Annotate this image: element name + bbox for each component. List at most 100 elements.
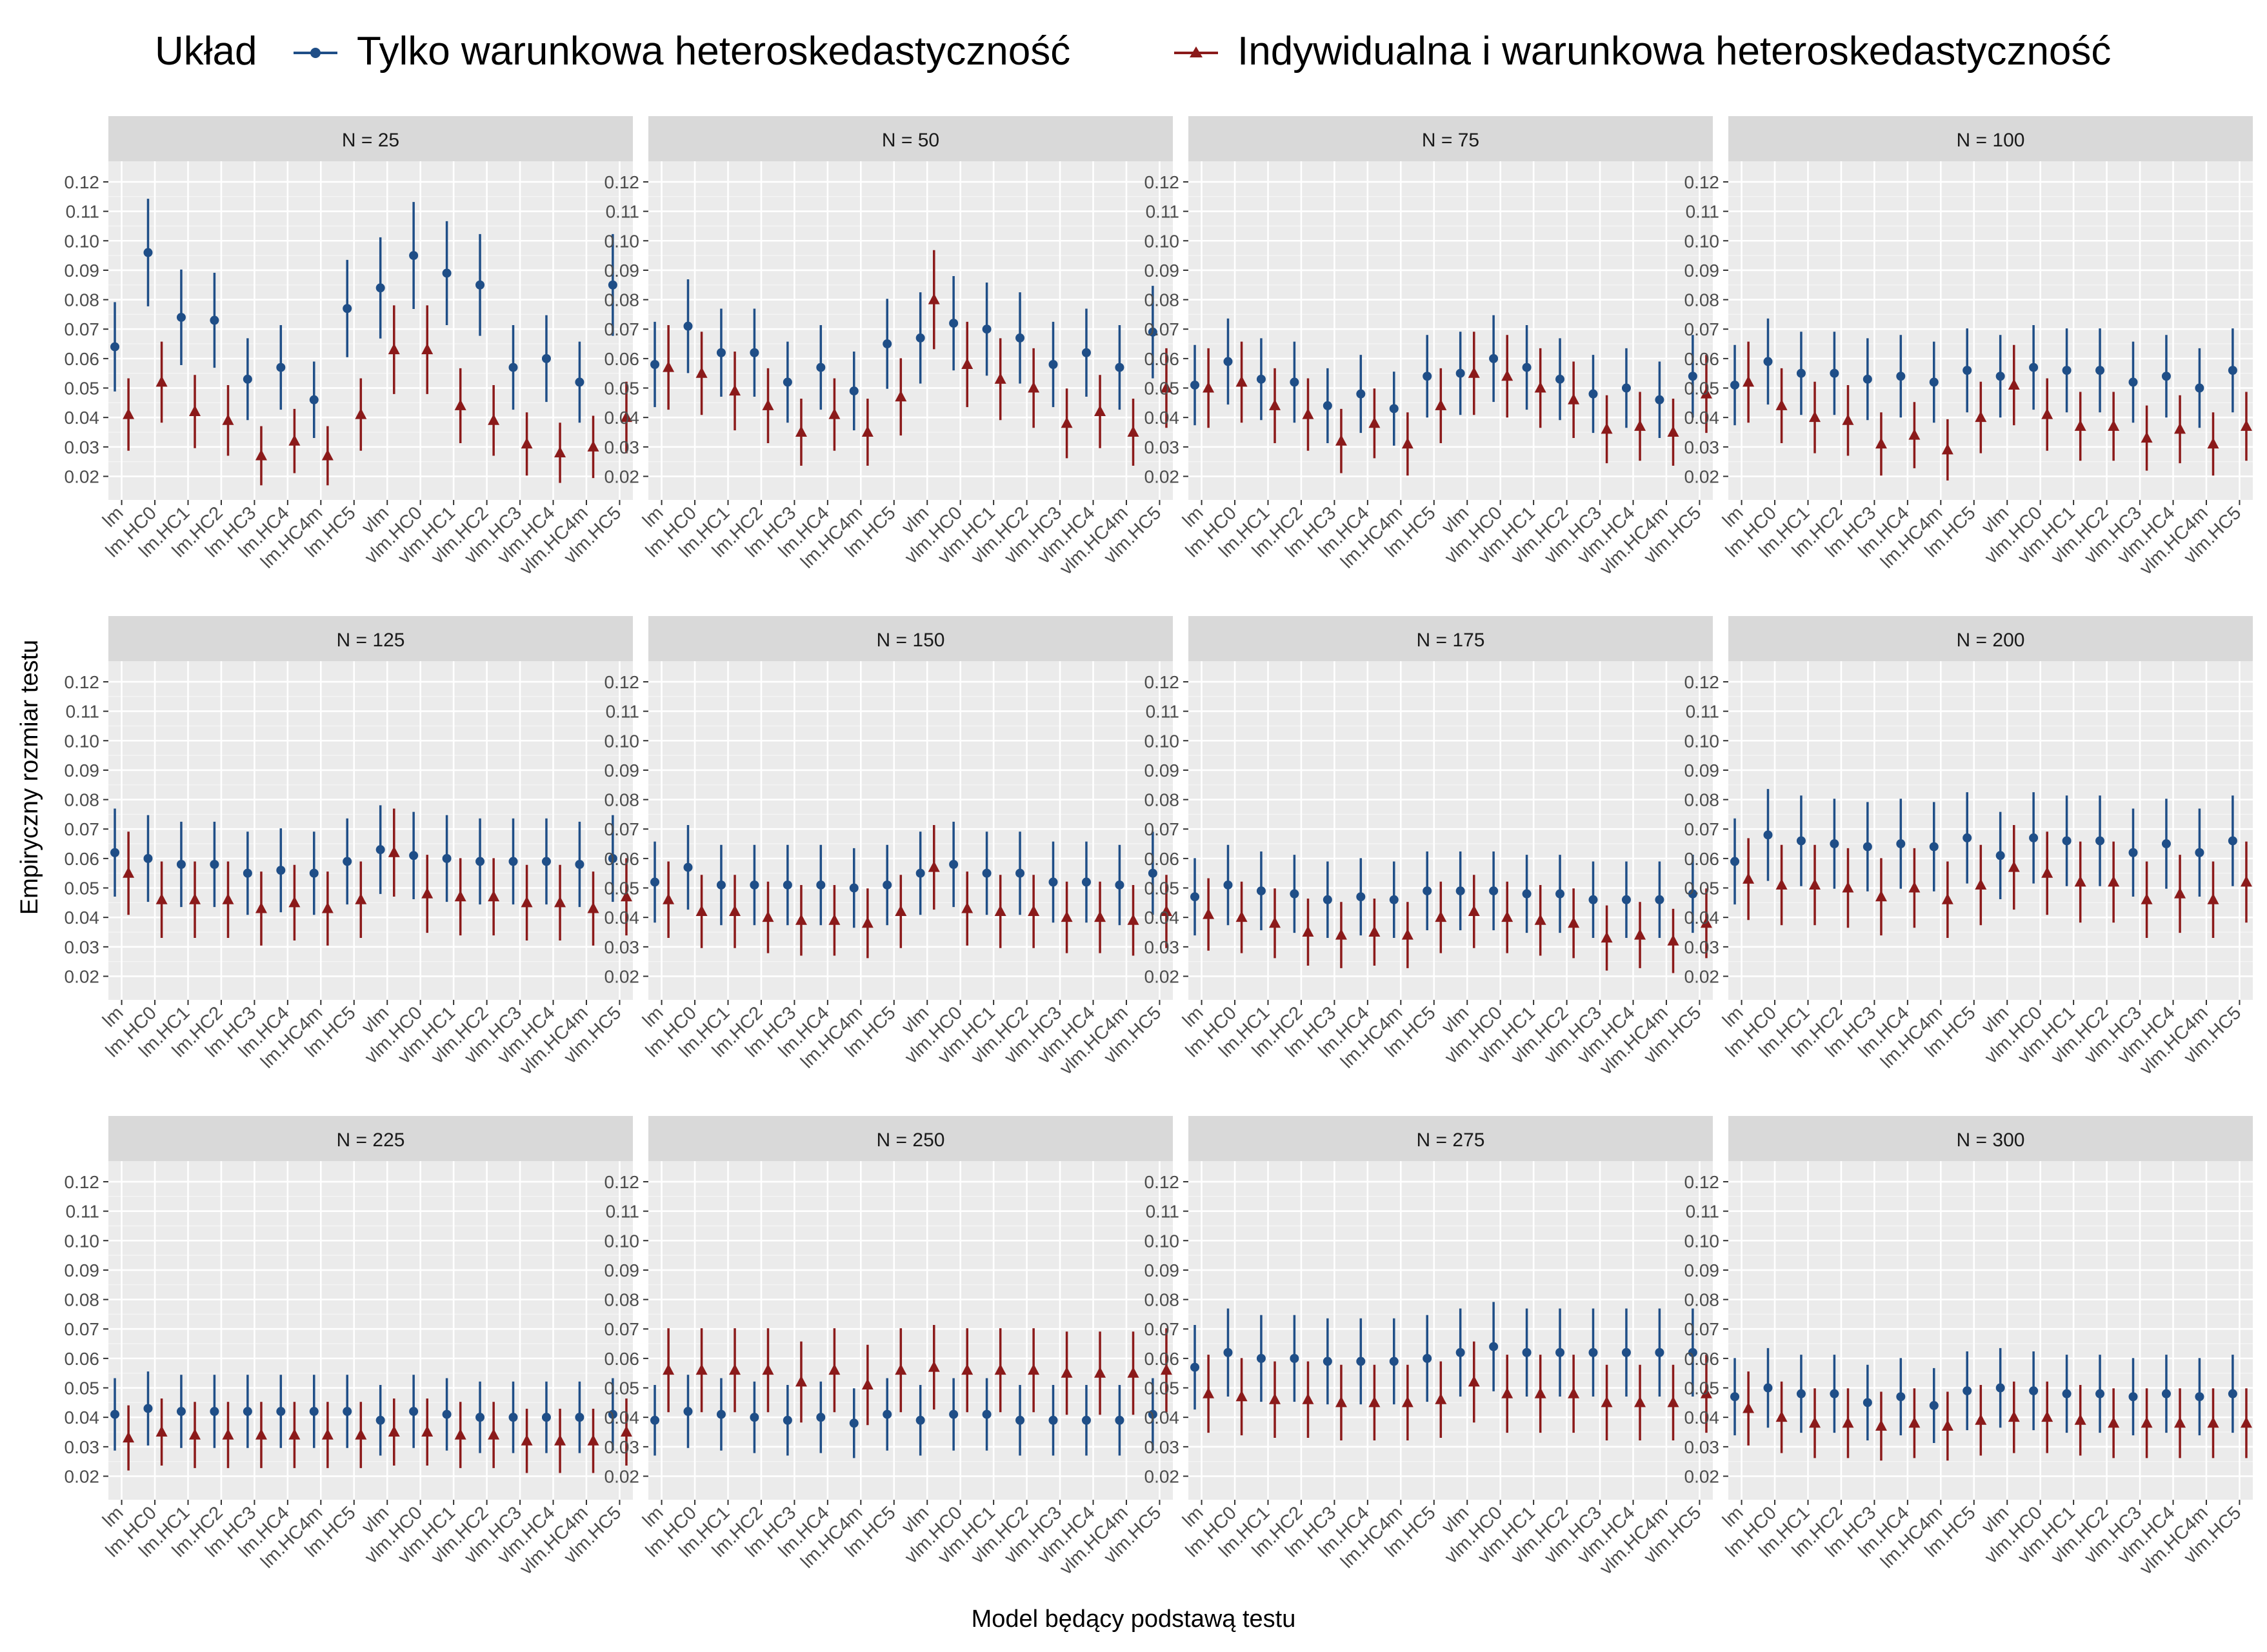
y-tick-label: 0.07 [1144, 819, 1180, 839]
y-tick-label: 0.06 [1684, 849, 1720, 869]
point-blue [2095, 1389, 2105, 1398]
y-tick-label: 0.11 [1686, 702, 1719, 722]
point-blue [2128, 848, 2138, 857]
y-tick-label: 0.03 [1684, 937, 1720, 957]
y-tick-label: 0.07 [1684, 1319, 1720, 1339]
y-tick-label: 0.09 [1684, 261, 1720, 281]
series-blue [1190, 315, 1697, 446]
point-red [587, 902, 599, 913]
point-blue [1389, 1357, 1399, 1366]
point-blue [849, 386, 859, 396]
y-tick-label: 0.03 [1684, 437, 1720, 457]
point-blue [2062, 836, 2072, 846]
series-blue [1190, 1302, 1697, 1410]
point-blue [783, 1415, 792, 1425]
y-tick-label: 0.08 [604, 1290, 640, 1310]
point-red [321, 1428, 334, 1440]
point-blue [1290, 1353, 1299, 1363]
point-blue [442, 1409, 452, 1419]
point-red [2240, 1417, 2252, 1428]
point-blue [1796, 1389, 1806, 1398]
y-tick-label: 0.07 [1144, 1319, 1180, 1339]
point-blue [2161, 1389, 2171, 1398]
point-blue [915, 1415, 925, 1425]
point-red [1302, 1393, 1314, 1404]
point-red [1368, 417, 1381, 428]
y-tick-label: 0.10 [65, 231, 100, 251]
point-blue [2062, 366, 2072, 375]
point-blue [1962, 1386, 1972, 1396]
point-red [421, 887, 434, 899]
point-blue [2062, 1389, 2072, 1398]
y-tick-label: 0.10 [1144, 731, 1180, 751]
legend-label: Indywidualna i warunkowa heteroskedastyc… [1237, 29, 2111, 74]
point-red [1235, 1390, 1248, 1402]
point-red [155, 893, 168, 904]
series-red [663, 1324, 1172, 1426]
point-red [1094, 911, 1106, 922]
point-red [222, 1428, 234, 1440]
y-tick-label: 0.11 [606, 1202, 639, 1222]
y-tick-label: 0.03 [65, 437, 100, 457]
point-blue [276, 1407, 286, 1417]
point-red [928, 1360, 940, 1372]
series-red [1203, 875, 1712, 973]
point-red [1875, 437, 1887, 449]
y-tick-label: 0.04 [1144, 1408, 1180, 1428]
point-blue [650, 360, 660, 369]
point-red [861, 917, 874, 928]
point-blue [1190, 892, 1200, 902]
point-blue [2161, 372, 2171, 381]
y-tick-label: 0.02 [1684, 966, 1720, 986]
point-red [762, 1364, 774, 1375]
point-red [895, 1364, 907, 1375]
point-blue [575, 860, 584, 869]
point-red [2207, 437, 2219, 449]
point-blue [508, 857, 518, 866]
point-red [1667, 934, 1679, 946]
y-tick-label: 0.02 [604, 1466, 640, 1486]
y-tick-label: 0.02 [1684, 1466, 1720, 1486]
facet-strip [648, 1116, 1173, 1161]
point-red [961, 358, 974, 369]
point-blue [1015, 868, 1025, 878]
y-tick-label: 0.05 [65, 379, 100, 399]
point-red [795, 426, 807, 437]
facet-title: N = 25 [342, 130, 399, 151]
point-red [1401, 437, 1413, 449]
y-tick-label: 0.10 [1684, 1231, 1720, 1251]
point-blue [1655, 395, 1664, 404]
point-blue [409, 251, 419, 261]
point-blue [1148, 1409, 1157, 1419]
y-tick-label: 0.09 [604, 1260, 640, 1280]
point-blue [1190, 380, 1200, 390]
facet-n-275: N = 275 0.02 0.03 0.04 0.05 0.06 0.07 0.08 0.09 0… [1144, 1116, 1713, 1579]
point-red [1534, 1387, 1546, 1398]
point-blue [575, 377, 584, 387]
y-tick-label: 0.05 [1144, 879, 1180, 899]
point-red [1127, 913, 1139, 925]
point-red [1501, 370, 1513, 381]
point-red [994, 905, 1006, 917]
point-red [795, 1375, 807, 1387]
point-blue [1256, 374, 1266, 384]
point-blue [1323, 895, 1332, 904]
legend-title: Układ [155, 29, 257, 74]
point-red [2174, 1417, 2186, 1428]
point-red [2108, 419, 2120, 431]
y-tick-label: 0.02 [1684, 466, 1720, 486]
facet-strip [1728, 616, 2253, 661]
point-red [663, 893, 675, 904]
point-blue [110, 848, 120, 857]
point-blue [1929, 377, 1939, 387]
y-tick-label: 0.08 [65, 1290, 100, 1310]
point-red [2141, 893, 2153, 904]
y-tick-label: 0.11 [1146, 702, 1179, 722]
point-red [1468, 1375, 1480, 1387]
point-red [1061, 417, 1073, 428]
point-red [1235, 375, 1248, 387]
point-blue [783, 880, 792, 890]
point-red [355, 893, 367, 904]
point-blue [2128, 377, 2138, 387]
y-tick-label: 0.09 [604, 761, 640, 781]
